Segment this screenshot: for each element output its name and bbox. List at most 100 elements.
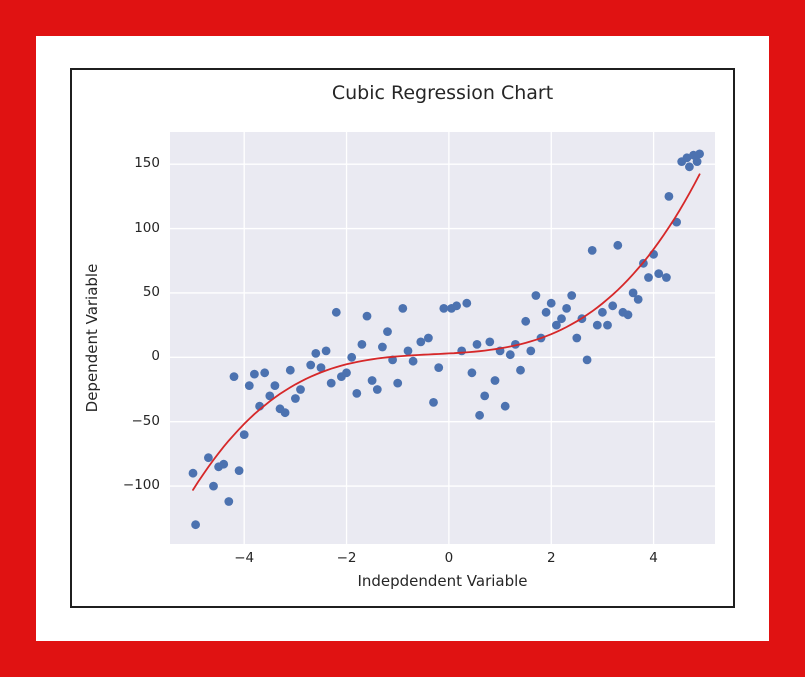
scatter-point xyxy=(692,157,702,166)
scatter-point xyxy=(654,269,664,278)
scatter-point xyxy=(682,153,692,163)
scatter-point xyxy=(367,376,377,385)
y-tick-label: 150 xyxy=(134,155,160,172)
scatter-point xyxy=(695,149,704,159)
scatter-point xyxy=(204,453,213,463)
scatter-point xyxy=(306,360,316,370)
scatter-point xyxy=(342,368,351,378)
x-axis-label: Indepdendent Variable xyxy=(357,572,528,590)
scatter-point xyxy=(462,298,472,308)
scatter-point xyxy=(546,298,556,308)
x-tick-label: 0 xyxy=(444,550,454,566)
scatter-point xyxy=(475,410,484,420)
scatter-point xyxy=(434,363,444,372)
scatter-point xyxy=(644,273,653,282)
scatter-point xyxy=(557,314,566,324)
scatter-point xyxy=(439,304,449,313)
plot-area xyxy=(170,132,715,544)
scatter-point xyxy=(562,304,571,313)
scatter-point xyxy=(347,352,357,362)
scatter-point xyxy=(467,368,477,378)
x-tick-label: −2 xyxy=(336,550,357,566)
scatter-point xyxy=(490,376,500,385)
scatter-point xyxy=(224,497,234,506)
scatter-point xyxy=(685,162,694,172)
scatter-point xyxy=(608,301,618,311)
scatter-point xyxy=(552,320,561,330)
scatter-point xyxy=(270,381,280,390)
scatter-point xyxy=(603,320,612,330)
scatter-point xyxy=(582,355,592,365)
scatter-point xyxy=(500,401,510,411)
regression-curve xyxy=(192,173,701,491)
scatter-point xyxy=(280,408,290,418)
scatter-point xyxy=(485,337,495,347)
plot-canvas xyxy=(170,132,715,544)
y-tick-label: 0 xyxy=(151,348,160,365)
scatter-point xyxy=(613,240,623,250)
scatter-point xyxy=(352,389,362,398)
scatter-point xyxy=(662,273,671,282)
scatter-point xyxy=(234,466,244,475)
scatter-point xyxy=(229,372,239,381)
scatter-point xyxy=(250,369,259,379)
scatter-point xyxy=(521,316,531,326)
scatter-point xyxy=(291,394,300,403)
scatter-point xyxy=(331,307,341,317)
scatter-point xyxy=(628,288,638,298)
scatter-point xyxy=(416,337,426,347)
x-tick-label: 4 xyxy=(649,550,658,566)
white-panel: Cubic Regression Chart Indepdendent Vari… xyxy=(36,36,769,641)
chart-title: Cubic Regression Chart xyxy=(331,82,554,104)
scatter-point xyxy=(383,327,392,336)
scatter-point xyxy=(572,333,582,343)
scatter-point xyxy=(480,391,490,401)
scatter-point xyxy=(296,385,305,394)
scatter-point xyxy=(321,346,331,356)
scatter-point xyxy=(398,304,408,313)
scatter-point xyxy=(472,340,482,349)
scatter-point xyxy=(516,365,525,375)
scatter-point xyxy=(403,346,413,356)
scatter-point xyxy=(592,320,602,330)
scatter-point xyxy=(541,307,551,317)
scatter-point xyxy=(598,307,607,317)
scatter-point xyxy=(209,481,218,491)
scatter-point xyxy=(239,430,249,439)
scatter-point xyxy=(505,350,515,360)
scatter-point xyxy=(378,342,387,352)
chart-figure: Cubic Regression Chart Indepdendent Vari… xyxy=(70,68,735,608)
scatter-point xyxy=(311,349,321,358)
scatter-point xyxy=(357,340,367,349)
scatter-point xyxy=(526,346,536,356)
scatter-point xyxy=(316,363,326,372)
scatter-point xyxy=(664,192,674,201)
scatter-point xyxy=(219,459,229,469)
scatter-point xyxy=(457,346,467,356)
scatter-point xyxy=(285,365,295,375)
x-tick-label: 2 xyxy=(546,550,556,566)
y-tick-label: 100 xyxy=(134,219,160,236)
scatter-point xyxy=(408,356,418,366)
scatter-point xyxy=(587,246,597,255)
scatter-point xyxy=(260,368,270,378)
scatter-point xyxy=(623,310,633,320)
plot-background xyxy=(170,132,715,544)
scatter-point xyxy=(265,391,275,401)
scatter-point xyxy=(393,378,403,388)
scatter-point xyxy=(424,333,433,343)
scatter-point xyxy=(326,378,336,388)
scatter-point xyxy=(633,295,643,304)
scatter-point xyxy=(244,381,254,390)
scatter-point xyxy=(188,468,198,478)
scatter-point xyxy=(362,311,372,321)
y-tick-label: 50 xyxy=(142,283,160,300)
scatter-point xyxy=(452,301,461,311)
scatter-point xyxy=(191,520,200,530)
scatter-point xyxy=(429,398,438,407)
y-tick-label: −100 xyxy=(122,477,160,494)
scatter-point xyxy=(567,291,577,300)
x-tick-label: −4 xyxy=(234,550,255,566)
y-tick-label: −50 xyxy=(131,412,161,429)
scatter-point xyxy=(531,291,541,300)
